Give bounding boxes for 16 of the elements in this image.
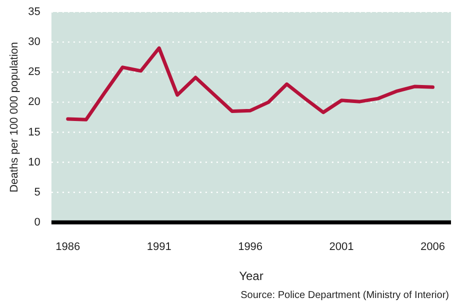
x-axis-title: Year [239, 269, 264, 284]
x-tick-label: 1991 [146, 241, 172, 254]
y-tick-label: 20 [28, 96, 40, 108]
y-tick-label: 5 [34, 186, 40, 198]
x-tick-label: 2006 [420, 241, 445, 254]
x-tick-label: 2001 [329, 241, 354, 254]
y-tick-label: 15 [28, 126, 40, 138]
y-tick-label: 0 [34, 216, 40, 228]
y-tick-label: 35 [28, 6, 40, 18]
y-tick-label: 30 [28, 36, 40, 48]
source-note: Source: Police Department (Ministry of Interior) [240, 290, 449, 301]
x-tick-label: 1996 [238, 241, 263, 254]
y-tick-label: 10 [28, 156, 40, 168]
x-tick-label: 1986 [56, 241, 80, 254]
y-tick-label: 25 [28, 66, 40, 78]
y-axis-title: Deaths per 100 000 population [8, 42, 21, 192]
